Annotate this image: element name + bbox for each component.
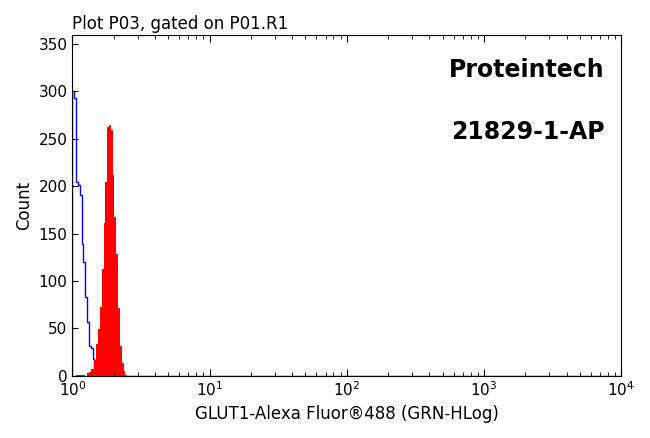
Text: 21829-1-AP: 21829-1-AP [451,120,604,144]
Y-axis label: Count: Count [15,180,33,230]
X-axis label: GLUT1-Alexa Fluor®488 (GRN-HLog): GLUT1-Alexa Fluor®488 (GRN-HLog) [195,405,499,423]
Text: Proteintech: Proteintech [449,58,604,82]
Text: Plot P03, gated on P01.R1: Plot P03, gated on P01.R1 [72,15,289,33]
